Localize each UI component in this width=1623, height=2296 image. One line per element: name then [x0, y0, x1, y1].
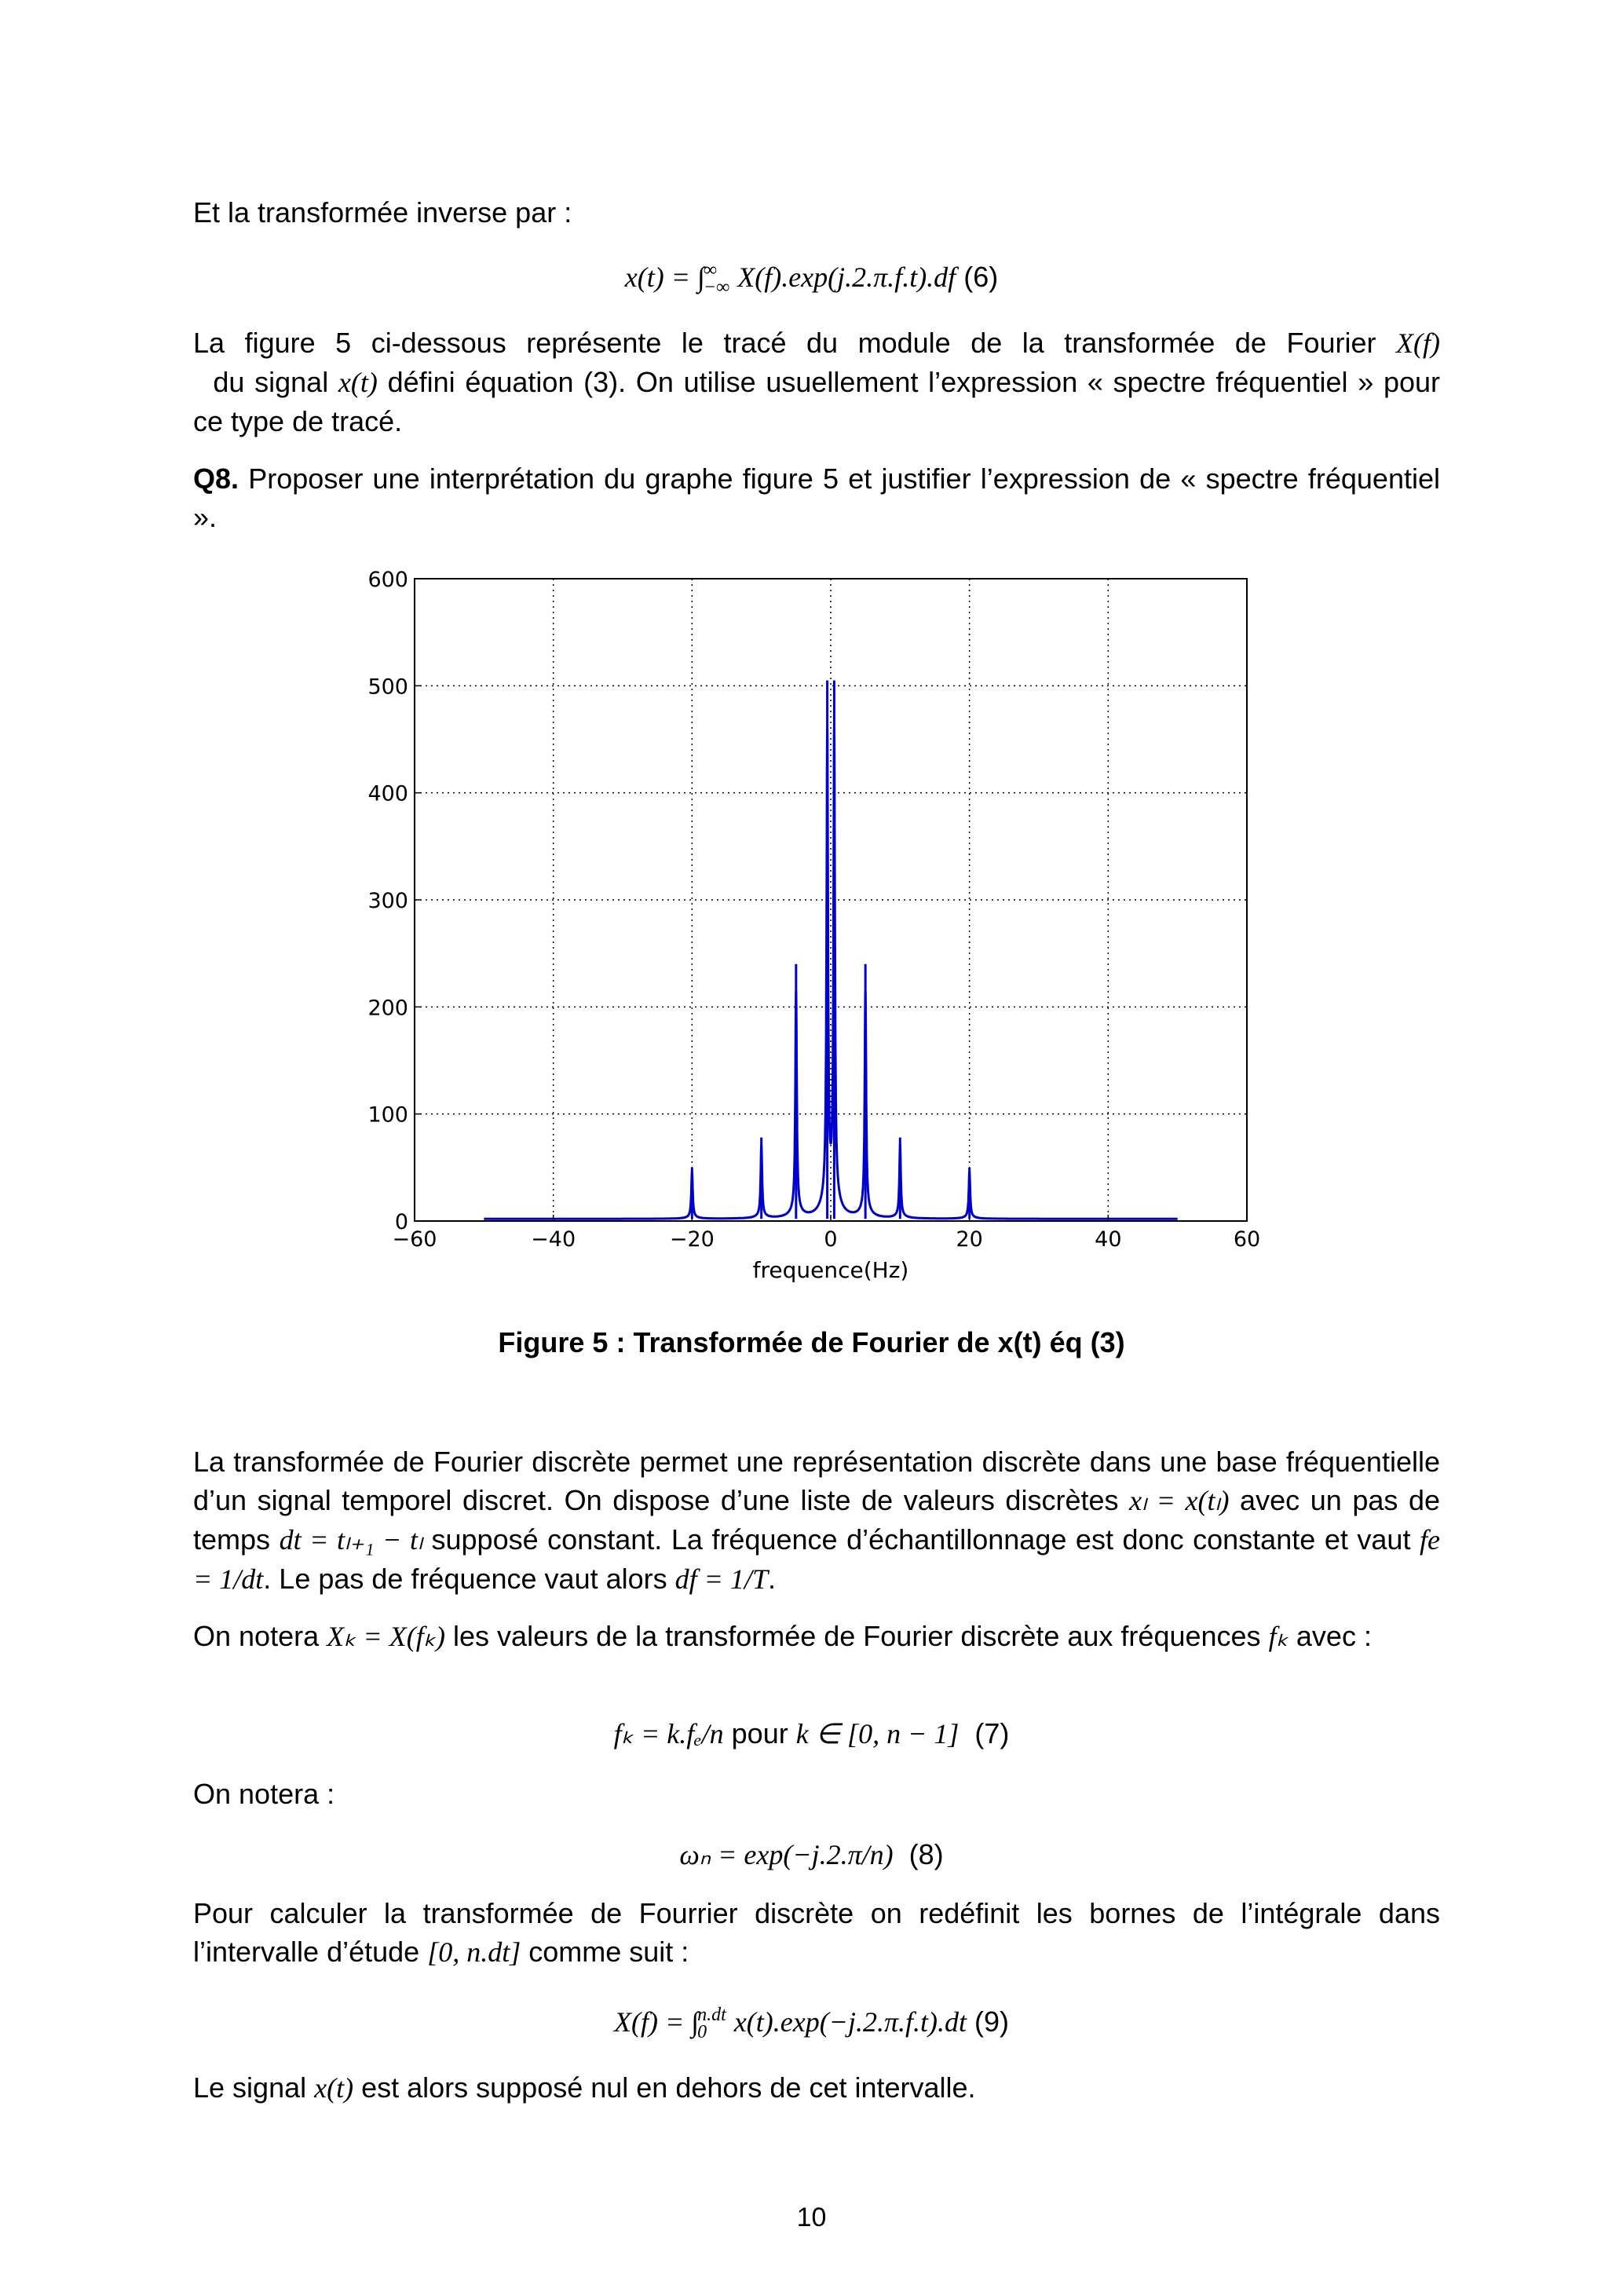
plot-frame	[414, 578, 1248, 1222]
math: [0, n.dt]	[427, 1936, 521, 1968]
text: du signal	[193, 366, 338, 398]
question-q8: Q8. Proposer une interprétation du graph…	[193, 459, 1440, 536]
text: La transformée de Fourier discrète perme…	[193, 1446, 1440, 1516]
math: x(t)	[314, 2072, 354, 2104]
eq9-lower: 0	[697, 2022, 707, 2043]
eq7-number: (7)	[959, 1717, 1010, 1749]
text: est alors supposé nul en dehors de cet i…	[353, 2071, 976, 2104]
paragraph-bounds: Pour calculer la transformée de Fourrier…	[193, 1894, 1440, 1972]
x-ticks: −60 −40 −20 0 20 40 60	[393, 1215, 1260, 1252]
math: dt = tₗ₊₁ − tₗ	[279, 1524, 422, 1556]
question-label: Q8.	[193, 462, 239, 495]
paragraph-figure-intro: La figure 5 ci-dessous représente le tra…	[193, 324, 1440, 441]
text: .	[767, 1563, 776, 1595]
x-axis-label: frequence(Hz)	[753, 1257, 909, 1283]
equation-9: X(f) = ∫ n.dt 0 x(t).exp(−j.2.π.f.t).dt (9…	[0, 2002, 1623, 2042]
text: Le signal	[193, 2071, 315, 2104]
y-tick-label: 300	[367, 889, 408, 913]
math: fₖ = k.fₑ/n	[613, 1718, 724, 1749]
math: xₗ = x(tₗ)	[1129, 1485, 1230, 1516]
eq6-lhs: x(t) = ∫	[624, 261, 705, 293]
text: pour	[723, 1717, 796, 1749]
x-tick-label: −60	[393, 1227, 437, 1252]
math: Xₖ = X(fₖ)	[327, 1621, 446, 1652]
eq6-limits: ∞ −∞	[703, 260, 730, 298]
eq8-number: (8)	[893, 1838, 944, 1870]
spectrum-chart: −60 −40 −20 0 20 40 60 0 100 200 300 400 500 600 fre…	[367, 568, 1260, 1283]
x-tick-label: 0	[824, 1227, 837, 1252]
paragraph-dft: La transformée de Fourier discrète perme…	[193, 1442, 1440, 1599]
eq6-lower: −∞	[703, 277, 730, 298]
paragraph-notation: On notera Xₖ = X(fₖ) les valeurs de la t…	[193, 1617, 1440, 1656]
text: avec :	[1288, 1620, 1372, 1652]
math: k ∈ [0, n − 1]	[795, 1718, 960, 1749]
text: comme suit :	[521, 1936, 689, 1968]
text: les valeurs de la transformée de Fourier…	[445, 1620, 1269, 1652]
y-tick-label: 200	[367, 996, 408, 1020]
equation-7: fₖ = k.fₑ/n pour k ∈ [0, n − 1] (7)	[0, 1714, 1623, 1753]
x-tick-label: 20	[956, 1227, 982, 1252]
equation-6: x(t) = ∫ ∞ −∞ X(f).exp(j.2.π.f.t).df (6)	[0, 258, 1623, 297]
text: La figure 5 ci-dessous représente le tra…	[193, 327, 1397, 359]
math: x(t)	[338, 367, 378, 398]
grid	[415, 579, 1247, 1221]
y-tick-label: 600	[367, 568, 408, 592]
math: ωₙ = exp(−j.2.π/n)	[679, 1839, 894, 1870]
equation-8: ωₙ = exp(−j.2.π/n) (8)	[0, 1835, 1623, 1874]
question-text: Proposer une interprétation du graphe fi…	[193, 462, 1440, 533]
y-tick-label: 100	[367, 1103, 408, 1128]
paragraph-signal: Le signal x(t) est alors supposé nul en …	[193, 2068, 1440, 2108]
text: Pour calculer la transformée de Fourrier…	[193, 1897, 1440, 1968]
eq9-rhs: x(t).exp(−j.2.π.f.t).dt	[733, 2006, 967, 2038]
math: df = 1/T	[674, 1563, 768, 1595]
eq9-lhs: X(f) = ∫	[613, 2006, 700, 2038]
text: . Le pas de fréquence vaut alors	[263, 1563, 675, 1595]
eq9-upper: n.dt	[697, 2005, 726, 2026]
math: fe = 1/dt	[193, 1524, 1441, 1595]
x-tick-label: −20	[670, 1227, 715, 1252]
y-ticks: 0 100 200 300 400 500 600	[367, 568, 421, 1234]
text: défini équation (3). On utilise usuellem…	[193, 366, 1440, 437]
math: fₖ	[1268, 1621, 1289, 1652]
text: On notera	[193, 1620, 327, 1652]
eq6-upper: ∞	[703, 260, 718, 281]
x-tick-label: −40	[531, 1227, 576, 1252]
figure-caption: Figure 5 : Transformée de Fourier de x(t…	[498, 1326, 1125, 1358]
eq6-rhs: X(f).exp(j.2.π.f.t).df	[737, 261, 956, 293]
spectrum-series-line	[484, 728, 1178, 1220]
intro-line: Et la transformée inverse par :	[193, 196, 572, 229]
y-tick-label: 500	[367, 675, 408, 699]
x-tick-label: 60	[1234, 1227, 1260, 1252]
x-tick-label: 40	[1095, 1227, 1121, 1252]
page-number: 10	[796, 2203, 827, 2232]
math: X(f)	[1396, 327, 1440, 359]
eq9-limits: n.dt 0	[697, 2005, 726, 2043]
text: avec un pas de temps	[193, 1484, 1441, 1556]
eq9-number: (9)	[974, 2005, 1010, 2038]
eq6-number: (6)	[963, 261, 999, 293]
text: supposé constant. La fréquence d’échanti…	[422, 1523, 1420, 1556]
y-tick-label: 0	[395, 1210, 408, 1234]
on-notera-line: On notera :	[193, 1778, 335, 1810]
y-tick-label: 400	[367, 782, 408, 806]
